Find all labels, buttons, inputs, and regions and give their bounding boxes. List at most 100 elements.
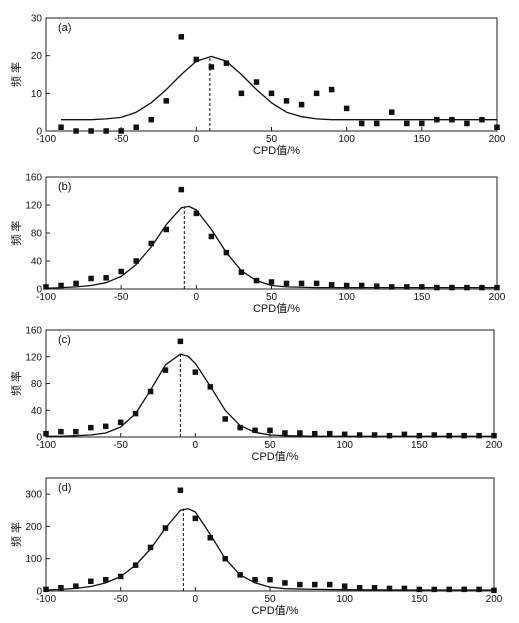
data-point <box>132 410 139 417</box>
data-point <box>297 581 303 588</box>
data-point <box>341 583 348 589</box>
y-tick-label: 40 <box>31 257 43 268</box>
y-tick-label: 20 <box>31 51 43 62</box>
panel-label: (b) <box>58 181 71 193</box>
data-point <box>326 430 333 437</box>
x-tick-label: 50 <box>264 594 276 605</box>
y-tick-label: 120 <box>25 352 42 363</box>
y-tick-label: 120 <box>25 201 42 212</box>
data-point <box>73 428 79 435</box>
data-point <box>371 585 378 591</box>
x-tick-label: 150 <box>411 594 428 605</box>
x-tick-label: 0 <box>193 594 199 605</box>
data-point <box>73 583 79 589</box>
data-point <box>147 544 154 551</box>
data-point <box>117 419 124 426</box>
y-tick-label: 200 <box>25 522 42 533</box>
data-point <box>386 585 393 592</box>
x-tick-label: 200 <box>489 134 506 145</box>
data-point <box>102 423 109 430</box>
data-point <box>358 282 365 289</box>
chart-panel-2: -100 -50 0 50 100 150 200 0 40 80 120 160 CPD值/% 频 率 (… <box>9 173 506 316</box>
y-tick-label: 0 <box>36 587 42 598</box>
data-point <box>446 586 452 593</box>
y-tick-label: 0 <box>36 433 42 444</box>
chart-panel-3: -100 -50 0 50 100 150 200 0 40 80 120 160 CPD值/% 频 率 (… <box>9 326 503 464</box>
x-tick-label: 50 <box>264 440 276 451</box>
fit-curve <box>45 205 497 289</box>
data-point <box>177 487 184 494</box>
x-tick-label: -100 <box>36 292 56 303</box>
data-point <box>178 34 185 40</box>
x-axis-label: CPD值/% <box>253 144 300 157</box>
data-point <box>88 128 94 134</box>
data-point <box>132 562 139 568</box>
data-point <box>192 369 199 375</box>
y-axis-label: 频 率 <box>9 371 23 396</box>
data-point <box>103 275 109 281</box>
data-point <box>148 240 154 247</box>
fit-curve <box>45 508 494 591</box>
data-point <box>207 534 214 541</box>
x-tick-label: 0 <box>193 440 199 451</box>
x-axis-label: CPD值/% <box>253 302 300 315</box>
data-point <box>373 283 380 289</box>
data-point <box>103 128 109 134</box>
data-point <box>253 79 260 85</box>
data-point <box>282 580 288 586</box>
x-tick-label: -50 <box>114 292 129 303</box>
plot-frame <box>45 17 498 132</box>
plot-frame <box>45 176 498 290</box>
data-point <box>434 284 440 291</box>
data-point <box>207 384 214 390</box>
y-tick-label: 30 <box>31 14 43 25</box>
data-point <box>416 586 423 593</box>
data-point <box>283 280 290 287</box>
data-point <box>222 555 228 562</box>
x-tick-label: 100 <box>338 134 355 145</box>
data-point <box>389 109 395 115</box>
data-point <box>162 525 169 531</box>
x-axis-label: CPD值/% <box>251 450 298 463</box>
data-point <box>283 98 290 104</box>
data-point <box>476 432 482 439</box>
data-point <box>43 284 49 290</box>
y-tick-label: 160 <box>25 326 42 337</box>
data-point <box>461 586 467 593</box>
data-point <box>43 586 49 593</box>
x-tick-label: 200 <box>486 594 503 605</box>
chart-panel-1: -100 -50 0 50 100 150 200 0 10 20 30 CPD值/% 频 率 (a) <box>9 14 506 158</box>
data-point <box>282 430 288 436</box>
y-tick-label: 10 <box>31 89 43 100</box>
data-point <box>163 226 170 233</box>
fit-curve <box>46 353 494 437</box>
data-point <box>222 416 228 422</box>
data-point <box>449 116 455 123</box>
data-point <box>491 587 497 594</box>
x-tick-label: 150 <box>413 292 430 303</box>
data-point <box>43 430 49 437</box>
data-point <box>464 284 470 291</box>
data-point <box>58 428 64 435</box>
panel-label: (d) <box>58 482 71 494</box>
data-point <box>88 275 94 282</box>
data-point <box>118 268 124 275</box>
data-point <box>177 338 184 345</box>
data-point <box>298 101 305 108</box>
x-tick-label: 100 <box>336 440 353 451</box>
data-point <box>312 581 318 588</box>
data-point <box>208 233 215 240</box>
data-point <box>118 128 124 134</box>
data-point <box>58 585 64 591</box>
data-point <box>404 284 410 290</box>
y-axis-label: 频 率 <box>9 522 23 547</box>
y-tick-label: 0 <box>36 285 42 296</box>
data-point <box>479 284 485 291</box>
data-point <box>163 98 170 104</box>
data-point <box>268 279 275 285</box>
data-point <box>389 284 395 290</box>
data-point <box>208 64 215 70</box>
data-point <box>237 572 243 578</box>
x-axis-label: CPD值/% <box>251 604 298 617</box>
x-tick-label: 0 <box>194 292 200 303</box>
